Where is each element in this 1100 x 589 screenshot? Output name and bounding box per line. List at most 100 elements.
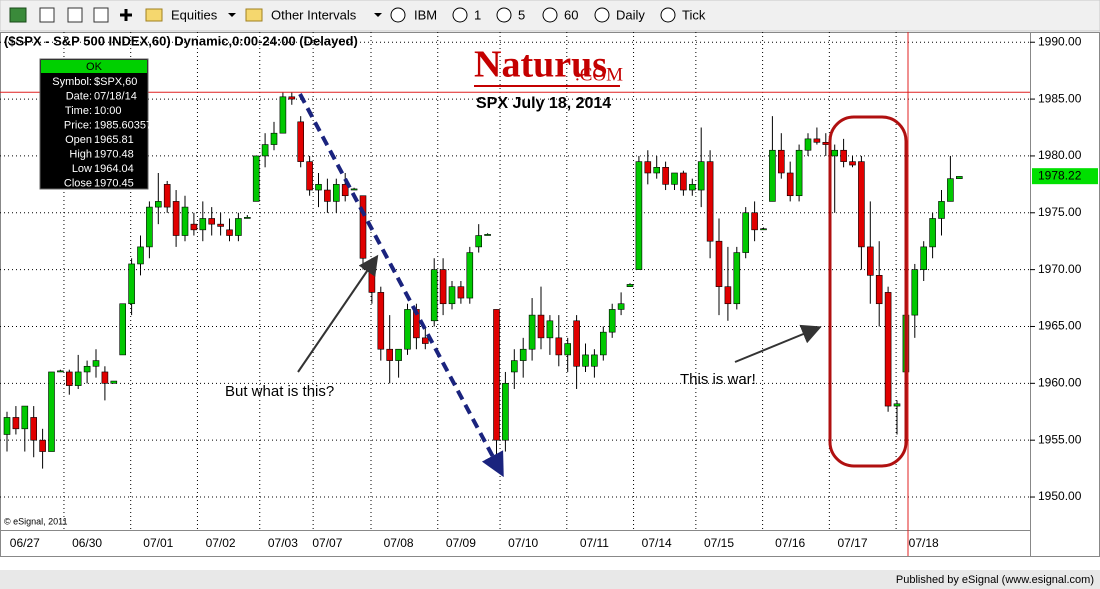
icon-interval[interactable] xyxy=(594,7,610,23)
icon-symbol[interactable] xyxy=(390,7,406,23)
candle-body xyxy=(617,303,625,310)
y-tick-label: 1955.00 xyxy=(1038,432,1082,446)
last-price-label: 1978.22 xyxy=(1038,168,1082,182)
toolbar-item[interactable]: Daily xyxy=(616,7,645,22)
copyright: © eSignal, 2011 xyxy=(4,516,68,526)
candle-body xyxy=(235,218,242,236)
toolbar-item[interactable]: Equities xyxy=(171,7,218,22)
icon-refresh[interactable] xyxy=(67,7,83,23)
candles xyxy=(3,92,963,469)
candle-body xyxy=(733,252,741,305)
x-tick-label: 07/09 xyxy=(446,536,476,550)
candle-body xyxy=(83,365,91,373)
candle-body xyxy=(742,212,750,253)
candle-body xyxy=(163,184,171,208)
candle-body xyxy=(315,184,322,191)
info-value: 10:00 xyxy=(94,105,122,117)
candle-body xyxy=(769,149,776,202)
candle-body xyxy=(190,223,198,231)
info-value: $SPX,60 xyxy=(94,76,137,88)
icon-folder[interactable] xyxy=(245,8,263,22)
x-tick-label: 06/30 xyxy=(72,536,102,550)
candle-body xyxy=(484,234,491,236)
info-label: Date: xyxy=(66,90,92,102)
x-axis-band xyxy=(0,530,1031,557)
candle-body xyxy=(849,161,856,166)
toolbar-item[interactable]: Other Intervals xyxy=(271,7,357,22)
annotation-arrow xyxy=(734,324,822,363)
dropdown-arrow[interactable] xyxy=(374,13,382,17)
candle-body xyxy=(786,172,794,197)
candle-body xyxy=(350,188,358,191)
candle-body xyxy=(831,149,839,157)
candle-body xyxy=(48,371,55,452)
candle-body xyxy=(955,176,963,179)
y-tick-label: 1990.00 xyxy=(1038,34,1082,48)
candle-body xyxy=(261,144,269,157)
icon-folder[interactable] xyxy=(145,8,163,22)
candle-body xyxy=(341,184,349,197)
candle-body xyxy=(493,309,500,441)
icon-interval[interactable] xyxy=(660,7,676,23)
info-box-bg xyxy=(39,58,149,190)
candle-body xyxy=(288,96,296,100)
info-label: Symbol: xyxy=(52,76,92,88)
toolbar-item[interactable]: 5 xyxy=(518,7,525,22)
icon-interval[interactable] xyxy=(452,7,468,23)
candle-body xyxy=(626,284,634,287)
dropdown-arrow[interactable] xyxy=(228,13,236,17)
y-tick-label: 1950.00 xyxy=(1038,489,1082,503)
toolbar-icons[interactable] xyxy=(9,7,676,23)
x-tick-label: 06/27 xyxy=(10,536,40,550)
annotation: But what is this? xyxy=(225,383,334,400)
toolbar-item[interactable]: Tick xyxy=(682,7,706,22)
candle-body xyxy=(706,161,714,242)
candle-body xyxy=(172,201,180,236)
candle-body xyxy=(875,275,883,305)
highlight-box xyxy=(828,115,908,468)
x-tick-label: 07/11 xyxy=(580,536,609,550)
info-label: Open xyxy=(65,134,92,146)
info-label: Close xyxy=(64,177,92,189)
candle-body xyxy=(608,309,616,333)
candle-body xyxy=(519,348,527,361)
icon-link[interactable] xyxy=(9,7,27,23)
candle-body xyxy=(279,96,287,134)
candle-body xyxy=(510,360,518,373)
info-value: 1964.04 xyxy=(94,163,134,175)
candle-body xyxy=(217,223,224,227)
candle-body xyxy=(101,371,109,384)
info-value: 1970.48 xyxy=(94,148,134,160)
candle-body xyxy=(653,167,661,174)
candle-body xyxy=(110,380,118,384)
x-tick-label: 07/02 xyxy=(206,536,236,550)
candle-body xyxy=(671,172,678,185)
icon-properties[interactable] xyxy=(93,7,109,23)
candle-body xyxy=(448,286,456,305)
last-price-badge xyxy=(1032,168,1098,185)
candle-body xyxy=(591,354,598,367)
info-value: 1985.60357 xyxy=(94,119,152,131)
toolbar-item[interactable]: 60 xyxy=(564,7,578,22)
icon-interval[interactable] xyxy=(496,7,512,23)
candle-body xyxy=(715,240,723,287)
y-tick-label: 1980.00 xyxy=(1038,148,1082,162)
trend-arrow xyxy=(298,93,504,478)
x-tick-label: 07/07 xyxy=(312,536,342,550)
toolbar-item[interactable]: 1 xyxy=(474,7,481,22)
footer: Published by eSignal (www.esignal.com) xyxy=(896,574,1094,586)
candle-body xyxy=(760,228,767,231)
candle-body xyxy=(680,172,687,191)
icon-interval[interactable] xyxy=(542,7,558,23)
candle-body xyxy=(66,371,73,386)
candle-body xyxy=(884,292,892,407)
icon-copy[interactable] xyxy=(39,7,55,23)
candle-body xyxy=(751,212,758,231)
candle-body xyxy=(332,184,340,202)
candle-body xyxy=(582,354,589,367)
candle-body xyxy=(128,263,135,305)
candle-body xyxy=(297,121,305,162)
candle-body xyxy=(146,206,153,248)
icon-add[interactable] xyxy=(120,9,132,21)
toolbar-item[interactable]: IBM xyxy=(414,7,437,22)
